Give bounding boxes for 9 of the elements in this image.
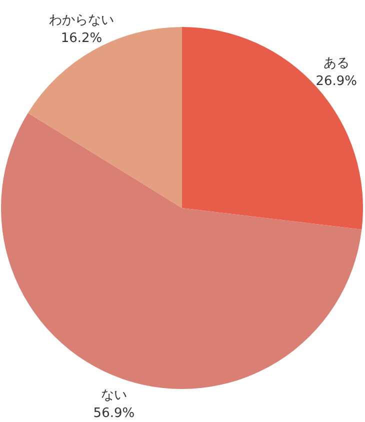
data-label: 16.2% (60, 30, 102, 46)
pie-slice (182, 27, 363, 230)
pie-slice (1, 112, 362, 389)
slice-label: わからない (48, 12, 114, 28)
slice-label: ある (323, 56, 350, 72)
data-label: 26.9% (316, 74, 358, 90)
slice-label: ない (100, 388, 127, 403)
data-label: 56.9% (93, 406, 135, 421)
pie-slice (28, 27, 182, 208)
